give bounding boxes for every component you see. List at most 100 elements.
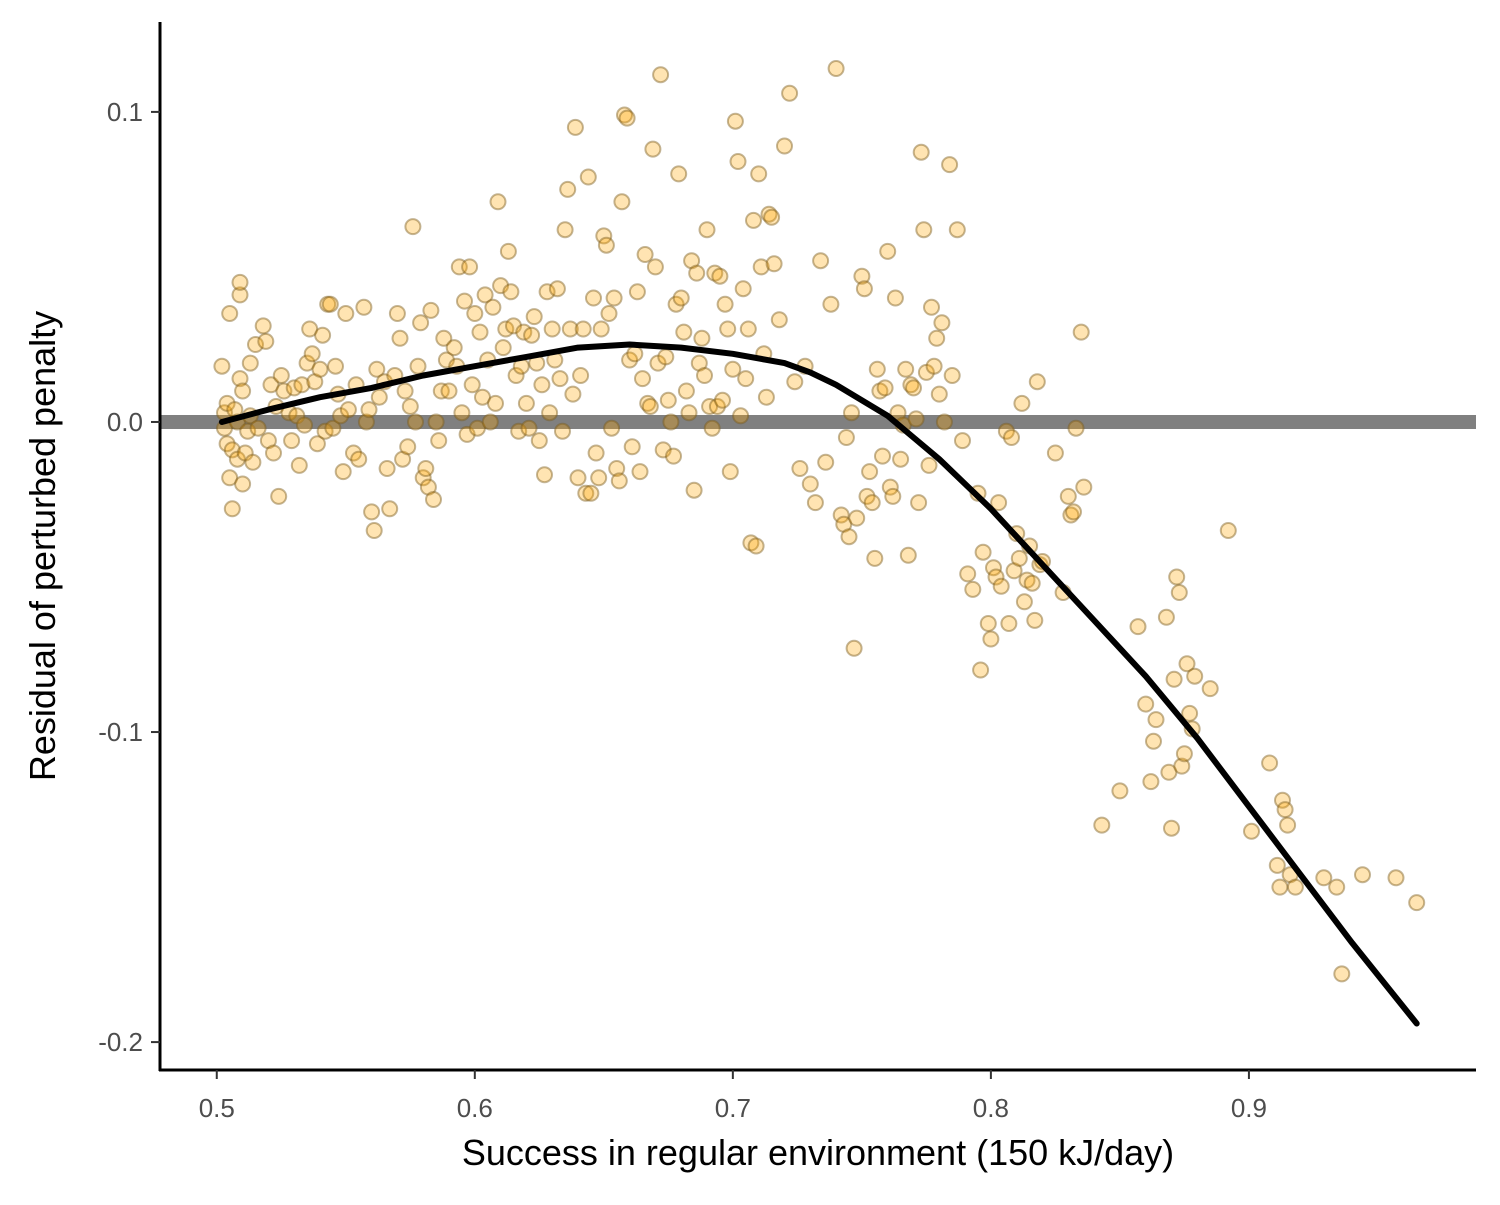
y-tick-label: 0.0 <box>107 407 143 437</box>
data-point <box>603 419 621 437</box>
data-point <box>1111 782 1129 800</box>
data-point <box>871 382 889 400</box>
data-point <box>886 289 904 307</box>
x-tick-label: 0.6 <box>457 1093 493 1123</box>
data-point <box>1093 816 1111 834</box>
data-point <box>1005 562 1023 580</box>
data-point <box>404 218 422 236</box>
data-point <box>600 305 618 322</box>
data-point <box>863 494 881 512</box>
data-point <box>327 357 344 375</box>
data-point <box>801 475 819 493</box>
data-point <box>786 373 804 391</box>
data-point <box>948 221 966 239</box>
data-point <box>303 345 321 363</box>
data-point <box>536 466 553 484</box>
data-point <box>541 404 559 422</box>
data-point <box>466 305 484 322</box>
data-point <box>394 450 412 468</box>
data-point <box>430 432 448 450</box>
data-point <box>701 398 719 415</box>
data-point <box>827 60 845 77</box>
data-point <box>667 295 685 313</box>
data-point <box>585 289 602 307</box>
data-point <box>1072 323 1090 341</box>
data-point <box>453 404 471 422</box>
data-point <box>1137 695 1155 713</box>
data-point <box>745 211 762 229</box>
data-point <box>621 351 639 369</box>
data-point <box>407 413 424 431</box>
data-point <box>985 559 1002 577</box>
x-tick-label: 0.9 <box>1231 1093 1267 1123</box>
data-point <box>613 193 631 211</box>
data-point <box>275 382 293 400</box>
data-point <box>517 394 535 412</box>
data-point <box>889 404 907 422</box>
data-point <box>1268 856 1286 874</box>
data-point <box>763 208 781 226</box>
data-point <box>1219 522 1237 539</box>
data-point <box>1065 503 1082 521</box>
data-point <box>747 537 765 555</box>
data-point <box>1163 819 1180 837</box>
data-point <box>652 66 670 84</box>
data-point <box>853 267 871 285</box>
data-point <box>458 425 476 443</box>
data-point <box>474 388 491 406</box>
data-point <box>595 227 613 245</box>
data-point <box>907 410 925 428</box>
data-point <box>791 460 809 477</box>
x-axis-title: Success in regular environment (150 kJ/d… <box>462 1132 1174 1173</box>
data-point <box>1243 822 1260 840</box>
y-axis-title: Residual of perturbed penalty <box>22 311 63 781</box>
data-point <box>577 484 595 502</box>
data-point <box>533 376 551 394</box>
data-point <box>812 252 830 270</box>
data-point <box>569 469 587 487</box>
data-point <box>283 432 301 450</box>
data-point <box>923 298 940 316</box>
data-point <box>636 246 654 263</box>
data-point <box>1129 618 1147 636</box>
data-point <box>265 444 282 462</box>
data-point <box>737 370 755 388</box>
data-point <box>729 153 747 170</box>
data-point <box>732 407 750 425</box>
data-point <box>592 320 610 338</box>
data-point <box>716 295 734 313</box>
data-point <box>752 258 770 276</box>
data-point <box>781 84 799 102</box>
data-point <box>1276 801 1294 819</box>
data-point <box>765 255 783 273</box>
data-point <box>866 549 884 567</box>
data-point <box>739 320 757 338</box>
data-point <box>492 277 510 295</box>
data-point <box>285 379 303 397</box>
data-point <box>363 503 381 521</box>
data-point <box>941 156 959 174</box>
data-point <box>672 289 690 307</box>
data-point <box>616 106 633 124</box>
data-point <box>414 469 432 487</box>
data-point <box>665 447 682 465</box>
data-point <box>1145 732 1162 750</box>
points-layer <box>213 60 1426 983</box>
data-point <box>868 360 886 378</box>
data-point <box>337 305 355 322</box>
data-point <box>1274 791 1291 809</box>
data-point <box>892 450 910 468</box>
data-point <box>1160 763 1178 781</box>
data-point <box>306 373 324 391</box>
data-point <box>218 435 236 453</box>
data-point <box>943 367 961 384</box>
data-point <box>954 432 971 450</box>
data-point <box>520 419 538 437</box>
data-point <box>247 336 264 353</box>
data-point <box>530 432 548 450</box>
data-point <box>1010 549 1028 567</box>
data-point <box>1333 965 1351 983</box>
data-point <box>422 301 440 319</box>
data-point <box>489 193 507 211</box>
data-point <box>770 311 788 329</box>
